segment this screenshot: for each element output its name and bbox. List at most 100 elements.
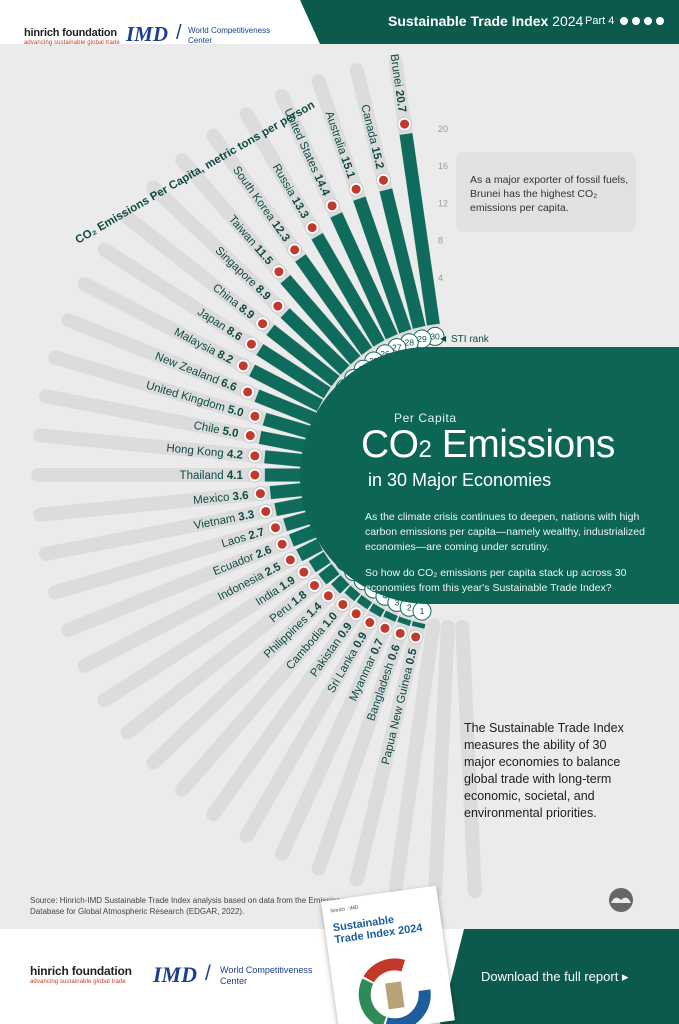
country-name: Japan: [195, 306, 231, 335]
country-value: 20.7: [393, 89, 408, 113]
country-value: 15.1: [338, 155, 357, 181]
header-title-text: Sustainable Trade Index: [388, 13, 549, 29]
part-dot: [620, 17, 628, 25]
myanmar-flag-icon-fill: [380, 623, 390, 633]
data-bar: [264, 450, 305, 468]
data-bar: [383, 610, 398, 622]
mexico-flag-icon-fill: [255, 489, 265, 499]
ghost-bar: [120, 561, 343, 740]
country-value: 5.0: [226, 404, 245, 420]
header-year: 2024: [552, 13, 584, 29]
scale-tick-label: 8: [438, 236, 443, 246]
data-bar: [308, 551, 331, 573]
panel-paragraph-2: So how do CO₂ emissions per capita stack…: [365, 567, 627, 594]
data-bar: [254, 389, 317, 425]
country-label: Chile 5.0: [193, 420, 240, 440]
indonesia-flag-icon-fill: [285, 555, 295, 565]
data-bar: [331, 575, 350, 594]
country-name: Brunei: [388, 53, 405, 91]
header-band: [300, 0, 679, 44]
ghost-bar: [455, 619, 482, 899]
data-bar: [344, 585, 361, 602]
imd-sub-line-1: World Competitiveness: [188, 26, 271, 35]
laos-flag-icon-fill: [270, 523, 280, 533]
rank-label: 3: [394, 597, 399, 607]
panel-title-subscript: 2: [418, 436, 432, 463]
data-bar: [295, 254, 373, 355]
country-value: 6.6: [219, 377, 238, 394]
data-bar: [262, 412, 311, 439]
sti-rank-label: STI rank: [451, 334, 490, 345]
country-value: 2.6: [254, 544, 273, 561]
country-value: 0.5: [404, 647, 420, 666]
data-bar: [369, 603, 385, 618]
imd-sub-line-2: Center: [188, 36, 213, 45]
data-bar: [379, 188, 426, 329]
country-label: Brunei 20.7: [388, 53, 408, 113]
imd-logo: IMD: [126, 22, 169, 46]
footer-imd-subtitle: World Competitiveness Center: [220, 965, 312, 987]
country-name: Chile: [193, 420, 224, 437]
data-bar: [274, 497, 307, 516]
source-note: Source: Hinrich-IMD Sustainable Trade In…: [30, 896, 345, 916]
chile-flag-icon-fill: [245, 431, 255, 441]
footer-band: [440, 929, 679, 1024]
header-title: Sustainable Trade Index 2024: [388, 13, 583, 29]
footer-imd-slash: /: [205, 962, 211, 985]
ecuador-flag-icon-fill: [277, 539, 287, 549]
sti-arrow-icon: ◀: [440, 334, 447, 343]
ghost-bar: [274, 606, 399, 861]
scale-tick-label: 20: [438, 124, 448, 134]
report-cover-donut-icon: [358, 958, 431, 1024]
country-name: Taiwan: [226, 213, 261, 250]
data-bar: [289, 525, 317, 547]
data-bar: [318, 563, 340, 585]
hinrich-name: hinrich foundation: [24, 27, 117, 39]
data-bar: [296, 538, 323, 562]
report-cover-thumbnail[interactable]: hinrich · IMD Sustainable Trade Index 20…: [321, 885, 455, 1024]
data-bar: [283, 511, 311, 532]
data-bar: [269, 482, 305, 500]
bangladesh-flag-icon-fill: [395, 628, 405, 638]
country-value: 3.6: [232, 490, 249, 503]
ghost-bar: [97, 550, 335, 708]
brunei-flag-icon-fill: [400, 119, 410, 129]
scale-tick-label: 4: [438, 273, 443, 283]
panel-title: CO2 Emissions: [361, 423, 615, 467]
ghost-bar: [388, 618, 441, 895]
part-dot: [632, 17, 640, 25]
data-bars: [235, 116, 440, 645]
country-label-group: Canada 15.2: [358, 103, 385, 170]
country-name: Russia: [270, 162, 300, 201]
rank-label: 30: [430, 331, 440, 341]
annotation-text: As a major exporter of fossil fuels, Bru…: [470, 174, 629, 214]
singapore-flag-icon-fill: [273, 301, 283, 311]
taiwan-flag-icon-fill: [274, 267, 284, 277]
data-bar: [280, 308, 350, 375]
country-label: Mexico 3.6: [193, 490, 250, 507]
footer-hinrich-logo: hinrich foundation advancing sustainable…: [30, 964, 132, 985]
footer-imd-logo: IMD: [153, 962, 198, 987]
sti-rank-label-group: ◀ STI rank: [440, 334, 490, 345]
new-zealand-flag-icon-fill: [243, 387, 253, 397]
ghost-bar: [349, 615, 427, 887]
part-dots: [620, 17, 664, 25]
country-value: 5.0: [221, 425, 239, 440]
scale-ticks: 20 16 12 8 4: [438, 124, 448, 283]
russia-flag-icon-fill: [307, 223, 317, 233]
panel-kicker: Per Capita: [394, 411, 457, 425]
ghost-bar: [206, 591, 374, 822]
data-bar: [258, 431, 307, 453]
country-name: Thailand: [180, 470, 227, 482]
data-bar: [353, 196, 412, 334]
data-bar: [280, 275, 361, 365]
download-report-link[interactable]: Download the full report ▸: [481, 969, 628, 985]
country-label: Thailand 4.1: [180, 470, 244, 482]
united-states-flag-icon-fill: [327, 201, 337, 211]
country-label-group: Brunei 20.7: [388, 53, 408, 113]
data-bar: [249, 364, 323, 412]
pakistan-flag-icon-fill: [351, 609, 361, 619]
sri-lanka-flag-icon-fill: [365, 618, 375, 628]
download-label: Download the full report: [481, 969, 619, 984]
